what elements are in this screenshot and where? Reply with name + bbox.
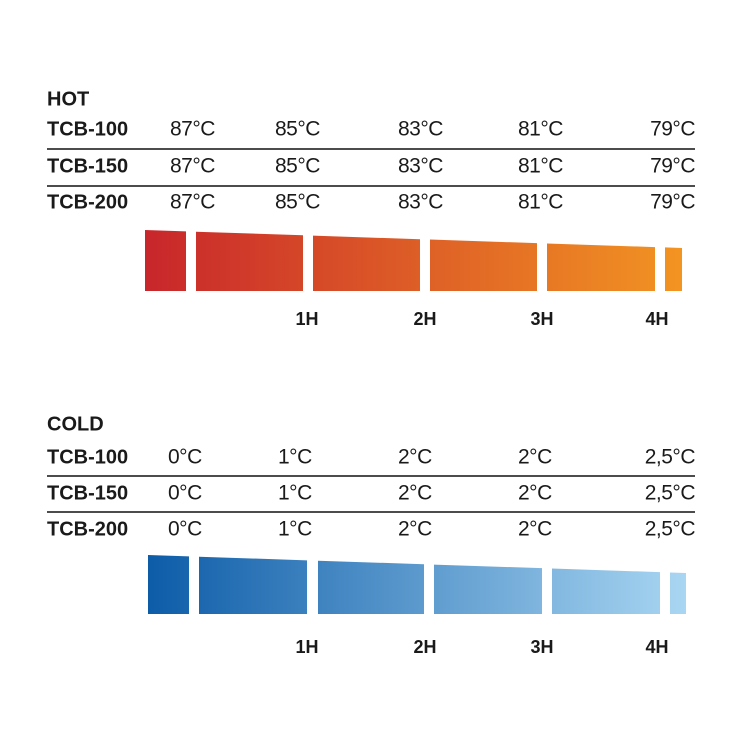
- temperature: 81°C: [518, 191, 563, 214]
- temperature: 79°C: [650, 118, 695, 141]
- temperature: 87°C: [170, 118, 215, 141]
- section-title: HOT: [47, 88, 89, 110]
- gradient-bar-segment: [434, 564, 542, 614]
- hour-label: 2H: [413, 309, 436, 329]
- section-title: COLD: [47, 413, 104, 435]
- temperature: 0°C: [168, 446, 202, 469]
- row-label: TCB-150: [47, 482, 128, 504]
- gradient-bar-segment: [665, 247, 682, 291]
- gradient-bar-segment: [145, 230, 186, 291]
- gradient-bar-segment: [196, 231, 303, 291]
- hour-label: 3H: [530, 309, 553, 329]
- temperature: 85°C: [275, 191, 320, 214]
- hour-label: 2H: [413, 637, 436, 657]
- temperature: 1°C: [278, 518, 312, 541]
- temperature: 79°C: [650, 155, 695, 178]
- temperature: 85°C: [275, 118, 320, 141]
- temperature: 0°C: [168, 482, 202, 505]
- temperature: 2°C: [518, 482, 552, 505]
- row-label: TCB-100: [47, 446, 128, 468]
- gradient-bar-segment: [148, 555, 189, 614]
- temperature: 2°C: [398, 482, 432, 505]
- temperature: 2°C: [518, 518, 552, 541]
- temperature: 81°C: [518, 118, 563, 141]
- gradient-bar-segment: [430, 239, 537, 291]
- hour-label: 4H: [645, 309, 668, 329]
- temperature: 2°C: [518, 446, 552, 469]
- hour-label: 1H: [295, 637, 318, 657]
- row-label: TCB-100: [47, 118, 128, 140]
- temperature: 1°C: [278, 482, 312, 505]
- temperature: 2°C: [398, 446, 432, 469]
- gradient-bar-segment: [313, 235, 420, 291]
- temperature: 83°C: [398, 155, 443, 178]
- temperature: 87°C: [170, 155, 215, 178]
- gradient-bar-segment: [318, 560, 424, 614]
- temperature: 83°C: [398, 118, 443, 141]
- temperature: 87°C: [170, 191, 215, 214]
- gradient-bar-segment: [552, 568, 660, 614]
- row-label: TCB-200: [47, 191, 128, 213]
- temperature: 2,5°C: [645, 482, 696, 505]
- temperature: 79°C: [650, 191, 695, 214]
- temperature: 0°C: [168, 518, 202, 541]
- temperature: 1°C: [278, 446, 312, 469]
- hour-label: 3H: [530, 637, 553, 657]
- gradient-bar-segment: [670, 572, 686, 614]
- row-label: TCB-200: [47, 518, 128, 540]
- gradient-bar-segment: [199, 556, 307, 614]
- temperature: 83°C: [398, 191, 443, 214]
- temperature: 2,5°C: [645, 518, 696, 541]
- gradient-bar-segment: [547, 243, 655, 291]
- hour-label: 1H: [295, 309, 318, 329]
- temperature: 2,5°C: [645, 446, 696, 469]
- temperature: 2°C: [398, 518, 432, 541]
- row-label: TCB-150: [47, 155, 128, 177]
- hour-label: 4H: [645, 637, 668, 657]
- temperature: 81°C: [518, 155, 563, 178]
- temperature: 85°C: [275, 155, 320, 178]
